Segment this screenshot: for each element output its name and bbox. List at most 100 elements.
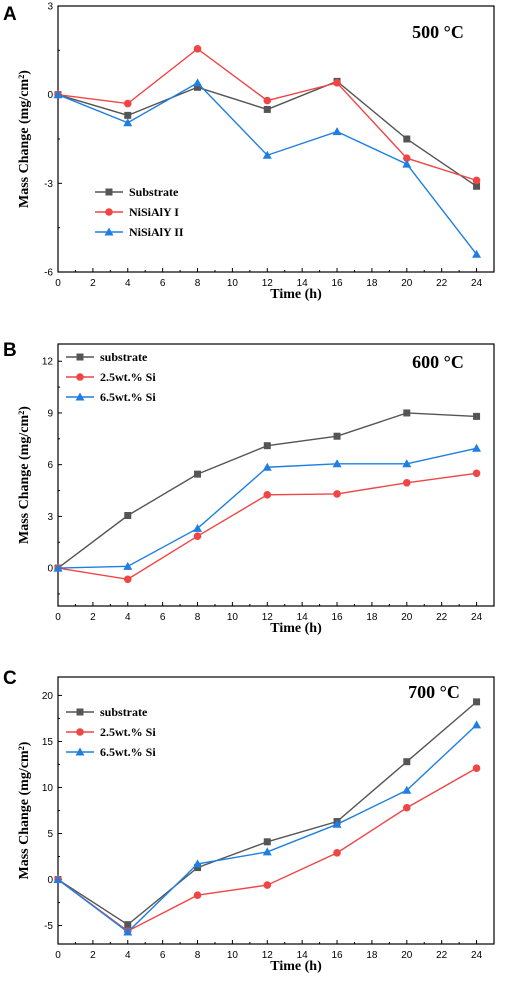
- legend-marker: [75, 392, 85, 401]
- data-point: [472, 443, 482, 452]
- x-tick-label: 8: [195, 278, 201, 289]
- panel-b: B 0 2 4 6 8 10 12 14 16 18 20 22 24 0 3 6 9 12 Time (h) Mas…: [0, 330, 505, 648]
- x-tick-label: 2: [90, 950, 96, 961]
- data-point: [193, 859, 203, 868]
- data-point: [123, 118, 133, 127]
- data-point: [403, 758, 411, 766]
- legend-marker: [105, 188, 113, 196]
- x-tick-label: 8: [195, 612, 201, 623]
- data-point: [263, 491, 272, 499]
- legend-marker: [76, 728, 84, 736]
- data-point: [262, 150, 272, 159]
- x-tick-label: 20: [401, 278, 413, 289]
- x-tick-label: 20: [401, 950, 413, 961]
- legend-marker: [76, 353, 84, 361]
- y-tick-label: -3: [44, 179, 53, 190]
- data-point: [194, 864, 202, 872]
- legend: substrate 2.5wt.% Si 6.5wt.% Si: [66, 350, 156, 404]
- y-tick-label: 20: [42, 691, 54, 702]
- legend-marker: [105, 208, 113, 216]
- x-tick-label: 22: [436, 950, 448, 961]
- x-tick-label: 24: [471, 612, 483, 623]
- data-point: [402, 459, 412, 468]
- data-point: [473, 698, 481, 706]
- x-tick-label: 6: [160, 612, 166, 623]
- panel-letter-c: C: [3, 668, 17, 689]
- data-point: [193, 78, 203, 87]
- data-point: [262, 462, 272, 471]
- x-tick-label: 18: [366, 612, 378, 623]
- data-point: [333, 490, 341, 498]
- data-point: [53, 563, 63, 572]
- data-point: [53, 875, 63, 884]
- data-point: [193, 45, 202, 53]
- series-0: [54, 77, 481, 190]
- x-tick-label: 16: [331, 278, 343, 289]
- legend-label: NiSiAlY I: [129, 205, 179, 219]
- x-axis-title: Time (h): [270, 621, 322, 636]
- series-line: [57, 47, 477, 182]
- panel-letter-b: B: [3, 340, 17, 361]
- x-tick-label: 12: [262, 278, 274, 289]
- plot-frame: [57, 343, 495, 607]
- data-point: [473, 412, 481, 420]
- x-axis-title: Time (h): [270, 287, 322, 302]
- y-tick-label: 0: [47, 90, 53, 101]
- x-tick-label: 24: [471, 950, 483, 961]
- legend-label: 2.5wt.% Si: [100, 370, 156, 384]
- data-point: [403, 478, 411, 487]
- data-point: [333, 432, 341, 440]
- x-tick-label: 2: [90, 278, 96, 289]
- y-tick-label: 0: [47, 564, 53, 575]
- x-tick-label: 12: [262, 612, 274, 623]
- x-tick-label: 0: [55, 612, 61, 623]
- x-tick-label: 16: [331, 950, 343, 961]
- x-tick-label: 18: [366, 950, 378, 961]
- data-point: [332, 819, 342, 828]
- y-axis-title: Mass Change (mg/cm²): [17, 406, 32, 544]
- data-point: [332, 127, 342, 136]
- x-tick-label: 24: [471, 278, 483, 289]
- temperature-label: 700 °C: [408, 682, 460, 702]
- data-point: [124, 512, 132, 520]
- data-point: [403, 409, 411, 417]
- data-point: [124, 111, 132, 119]
- data-point: [472, 720, 482, 729]
- x-tick-label: 8: [195, 950, 201, 961]
- legend-label: Substrate: [129, 185, 179, 199]
- x-tick-label: 4: [125, 278, 131, 289]
- legend-label: substrate: [100, 350, 148, 364]
- data-point: [403, 135, 411, 143]
- legend-marker: [76, 373, 84, 381]
- y-axis-title: Mass Change (mg/cm²): [17, 741, 32, 879]
- data-point: [472, 764, 481, 772]
- data-point: [402, 785, 412, 794]
- series-2: [53, 720, 482, 936]
- data-point: [123, 99, 132, 108]
- y-axis-title: Mass Change (mg/cm²): [17, 70, 32, 208]
- data-point: [402, 159, 412, 168]
- x-tick-label: 0: [55, 950, 61, 961]
- series-1: [54, 469, 481, 584]
- temperature-label: 500 °C: [412, 22, 464, 42]
- x-axis-title: Time (h): [270, 959, 322, 974]
- legend-label: 6.5wt.% Si: [100, 390, 156, 404]
- y-tick-label: 3: [47, 2, 53, 13]
- x-tick-label: 14: [297, 950, 309, 961]
- x-tick-label: 2: [90, 612, 96, 623]
- data-point: [403, 803, 411, 812]
- series-2: [53, 78, 482, 258]
- data-point: [193, 891, 202, 900]
- series-1: [54, 45, 481, 185]
- y-tick-label: 5: [47, 829, 53, 840]
- data-point: [123, 927, 133, 936]
- data-point: [123, 575, 132, 584]
- data-point: [472, 176, 481, 185]
- series-2: [53, 443, 482, 572]
- data-point: [123, 561, 133, 570]
- data-point: [124, 921, 132, 929]
- x-tick-label: 22: [436, 278, 448, 289]
